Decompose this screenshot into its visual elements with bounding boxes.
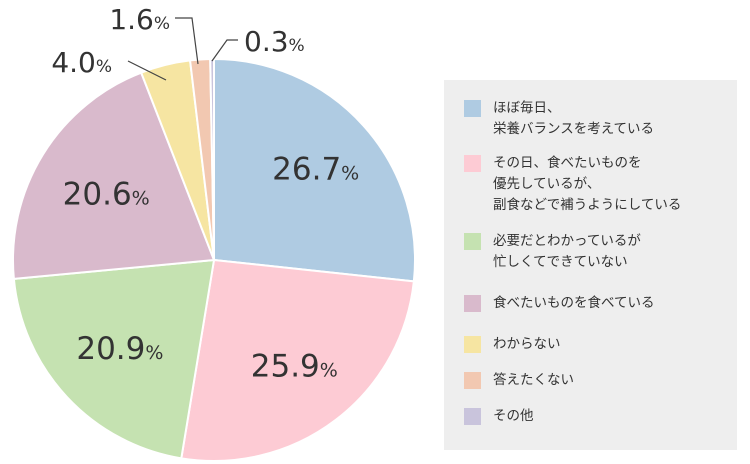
legend-swatch <box>464 295 481 312</box>
pie-slice <box>12 258 216 460</box>
slice-value-label: 20.6% <box>63 177 150 213</box>
legend-label: わからない <box>493 336 561 352</box>
slice-value-label: 0.3% <box>244 25 305 58</box>
legend-swatch <box>464 336 481 353</box>
legend-label: その日、食べたいものを 優先しているが、 副食などで補うようにしている <box>493 155 682 213</box>
leader-line <box>175 17 199 65</box>
slice-value-label: 25.9% <box>251 349 338 385</box>
legend-swatch <box>464 155 481 172</box>
leader-line <box>211 39 238 62</box>
pie-slice <box>180 258 415 462</box>
legend-item: 答えたくない <box>464 370 574 391</box>
leader-line <box>127 60 167 81</box>
legend-label: その他 <box>493 408 534 424</box>
legend-item: その日、食べたいものを 優先しているが、 副食などで補うようにしている <box>464 153 681 216</box>
pie-slice <box>12 71 216 281</box>
legend-swatch <box>464 233 481 250</box>
legend-item: わからない <box>464 334 561 355</box>
slice-value-label: 4.0% <box>51 46 112 79</box>
legend-label: 必要だとわかっているが 忙しくてできていない <box>493 233 641 270</box>
legend-label: 答えたくない <box>493 372 574 388</box>
slice-value-label: 26.7% <box>272 152 359 188</box>
legend: ほぼ毎日、 栄養バランスを考えているその日、食べたいものを 優先しているが、 副… <box>444 80 737 450</box>
legend-swatch <box>464 408 481 425</box>
legend-label: ほぼ毎日、 栄養バランスを考えている <box>493 100 655 137</box>
legend-item: 必要だとわかっているが 忙しくてできていない <box>464 231 641 273</box>
slice-value-label: 1.6% <box>109 3 170 36</box>
legend-swatch <box>464 372 481 389</box>
slice-value-label: 20.9% <box>76 331 163 367</box>
legend-item: その他 <box>464 406 534 427</box>
pie-slice <box>213 57 416 283</box>
legend-label: 食べたいものを食べている <box>493 295 655 311</box>
legend-swatch <box>464 100 481 117</box>
legend-item: 食べたいものを食べている <box>464 293 654 314</box>
legend-item: ほぼ毎日、 栄養バランスを考えている <box>464 98 654 140</box>
